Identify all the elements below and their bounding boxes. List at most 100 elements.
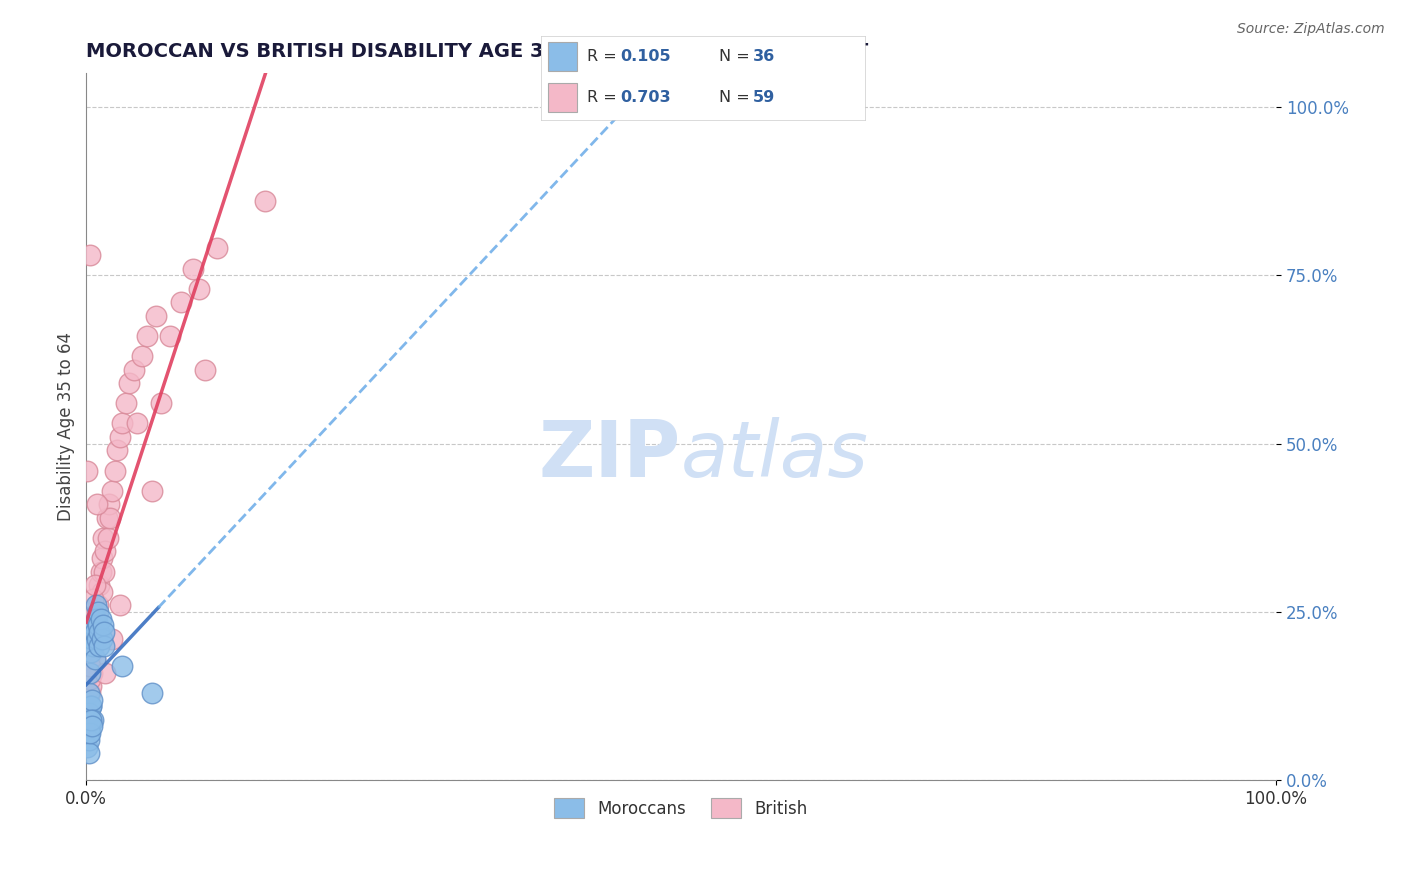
Point bbox=[93, 565, 115, 579]
Text: ZIP: ZIP bbox=[538, 417, 681, 493]
Point bbox=[80, 699, 103, 714]
Text: Source: ZipAtlas.com: Source: ZipAtlas.com bbox=[1237, 22, 1385, 37]
Point bbox=[82, 618, 104, 632]
Point bbox=[87, 632, 110, 646]
Point bbox=[89, 578, 111, 592]
Point bbox=[111, 417, 134, 431]
Point bbox=[114, 396, 136, 410]
Bar bbox=[548, 83, 576, 112]
Point bbox=[82, 645, 104, 659]
Point bbox=[188, 282, 211, 296]
Point bbox=[97, 531, 120, 545]
Point bbox=[136, 329, 159, 343]
Point bbox=[82, 692, 104, 706]
Point bbox=[91, 618, 114, 632]
Point bbox=[77, 732, 100, 747]
Text: N =: N = bbox=[720, 90, 755, 105]
Point bbox=[80, 679, 103, 693]
Point bbox=[80, 713, 103, 727]
Point bbox=[80, 699, 103, 714]
Point bbox=[76, 713, 98, 727]
Point bbox=[79, 726, 101, 740]
Point bbox=[77, 719, 100, 733]
Point bbox=[141, 686, 163, 700]
Point bbox=[122, 362, 145, 376]
Point bbox=[79, 665, 101, 680]
Point bbox=[90, 584, 112, 599]
Point bbox=[87, 599, 110, 613]
Text: 36: 36 bbox=[754, 49, 775, 64]
Point bbox=[118, 376, 141, 390]
Point bbox=[84, 599, 107, 613]
Point bbox=[93, 639, 115, 653]
Point bbox=[87, 605, 110, 619]
Legend: Moroccans, British: Moroccans, British bbox=[548, 791, 814, 825]
Point bbox=[86, 632, 108, 646]
Point bbox=[183, 261, 205, 276]
Point bbox=[77, 686, 100, 700]
Point bbox=[150, 396, 173, 410]
Point bbox=[104, 464, 127, 478]
Point bbox=[91, 531, 114, 545]
Point bbox=[76, 739, 98, 754]
Point bbox=[87, 618, 110, 632]
Point bbox=[90, 551, 112, 566]
Point bbox=[82, 719, 104, 733]
Point bbox=[83, 652, 105, 666]
Point bbox=[82, 713, 104, 727]
Point bbox=[111, 658, 134, 673]
Text: 0.105: 0.105 bbox=[620, 49, 671, 64]
Text: R =: R = bbox=[586, 49, 621, 64]
Y-axis label: Disability Age 35 to 64: Disability Age 35 to 64 bbox=[58, 333, 75, 521]
Point bbox=[97, 497, 120, 511]
Point bbox=[77, 726, 100, 740]
Point bbox=[82, 639, 104, 653]
Point bbox=[82, 605, 104, 619]
Point bbox=[82, 618, 104, 632]
Point bbox=[101, 632, 124, 646]
Point bbox=[77, 706, 100, 720]
Point bbox=[76, 464, 98, 478]
Point bbox=[76, 726, 98, 740]
Point bbox=[79, 658, 101, 673]
Point bbox=[82, 591, 104, 606]
Point bbox=[96, 510, 118, 524]
Text: atlas: atlas bbox=[681, 417, 869, 493]
Text: 59: 59 bbox=[754, 90, 775, 105]
Point bbox=[90, 632, 112, 646]
Point bbox=[205, 242, 228, 256]
Point bbox=[77, 699, 100, 714]
Point bbox=[86, 497, 108, 511]
Point bbox=[108, 599, 131, 613]
Point bbox=[170, 295, 193, 310]
Point bbox=[253, 194, 276, 209]
Point bbox=[145, 309, 167, 323]
Point bbox=[79, 719, 101, 733]
Point bbox=[93, 625, 115, 640]
Point bbox=[98, 510, 121, 524]
Point bbox=[141, 483, 163, 498]
Point bbox=[105, 443, 128, 458]
Point bbox=[80, 713, 103, 727]
Point bbox=[127, 417, 149, 431]
Text: N =: N = bbox=[720, 49, 755, 64]
Point bbox=[83, 652, 105, 666]
Bar bbox=[548, 43, 576, 71]
Point bbox=[84, 612, 107, 626]
Point bbox=[94, 665, 117, 680]
Point bbox=[131, 349, 153, 363]
Text: 0.703: 0.703 bbox=[620, 90, 671, 105]
Point bbox=[86, 605, 108, 619]
Text: MOROCCAN VS BRITISH DISABILITY AGE 35 TO 64 CORRELATION CHART: MOROCCAN VS BRITISH DISABILITY AGE 35 TO… bbox=[86, 42, 869, 61]
Text: R =: R = bbox=[586, 90, 621, 105]
Point bbox=[77, 747, 100, 761]
Point bbox=[83, 578, 105, 592]
Point bbox=[79, 686, 101, 700]
Point bbox=[77, 706, 100, 720]
Point bbox=[194, 362, 217, 376]
Point bbox=[94, 544, 117, 558]
Point bbox=[82, 665, 104, 680]
Point bbox=[90, 612, 112, 626]
Point bbox=[83, 625, 105, 640]
Point bbox=[84, 618, 107, 632]
